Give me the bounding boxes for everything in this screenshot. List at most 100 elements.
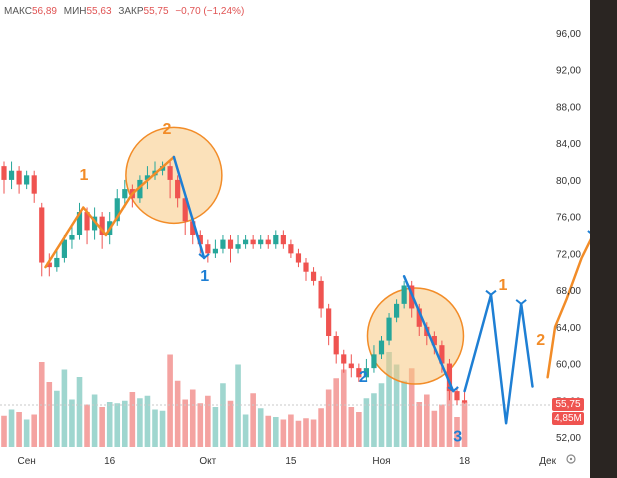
price-axis[interactable]: 96,00 92,00 88,00 84,00 80,00 76,00 72,00 68,00… [556, 29, 581, 444]
volume-bar [303, 418, 309, 447]
candle-body [310, 271, 317, 281]
volume-bar [333, 378, 339, 447]
candle-body [454, 391, 460, 401]
candle-body [243, 239, 249, 245]
candle-body [288, 244, 294, 254]
candle-body [92, 216, 98, 231]
candle-body [295, 253, 302, 263]
volume-bar [386, 352, 392, 447]
volume-bar [114, 403, 121, 447]
candle-body [303, 262, 309, 272]
candle-body [461, 400, 468, 403]
volume-bar [257, 408, 264, 447]
volume-bar [189, 389, 196, 447]
annotations: 1 2 1 2 3 1 2 [44, 121, 599, 446]
candle-body [190, 221, 196, 235]
x-tick-label: Окт [199, 456, 216, 467]
candle-body [175, 179, 181, 199]
volume-bar [340, 369, 347, 447]
candle-body [39, 207, 45, 263]
volume-bar [1, 415, 7, 447]
wave-label: 3 [453, 429, 462, 446]
volume-bar [356, 412, 362, 447]
arrow-head [198, 253, 210, 260]
candle-body [356, 368, 362, 378]
candle-body [16, 170, 22, 185]
volume-bar [46, 382, 53, 447]
candle-body [341, 354, 347, 364]
volume-bar [174, 380, 181, 447]
volume-bar [31, 414, 37, 447]
candle-body [394, 303, 400, 318]
candle-body [69, 235, 75, 240]
volume-bar [91, 394, 98, 447]
volume-bar [318, 408, 324, 447]
candle-body [227, 239, 234, 249]
y-tick-label: 88,00 [556, 102, 581, 113]
volume-tag: 4,85M [552, 412, 584, 425]
wave-label: 2 [536, 332, 545, 349]
candle-body [99, 216, 105, 235]
volume-bar [242, 414, 249, 447]
candle-body [31, 175, 37, 194]
candle-body [386, 317, 392, 341]
candle-body [84, 212, 90, 231]
arrow-head [515, 299, 527, 306]
volume-bar [265, 415, 272, 447]
volume-bar [461, 402, 468, 447]
candle-body [318, 280, 324, 309]
volume-bar [137, 398, 143, 447]
annotation-circle [125, 126, 223, 225]
y-tick-label: 92,00 [556, 66, 581, 77]
volume-bar [152, 409, 158, 447]
candle-body [182, 198, 188, 222]
wave-label: 1 [80, 167, 89, 184]
volume-bar [439, 404, 445, 447]
last-price-tag: 55,75 [552, 398, 584, 411]
volume-bar [23, 419, 30, 447]
side-panel-strip [590, 0, 617, 478]
blue-wave-line [402, 275, 455, 393]
candle-body [431, 336, 437, 346]
volume-bar [227, 400, 234, 447]
volume-bar [235, 364, 241, 447]
volume-bar [129, 392, 136, 447]
volume-bar [295, 420, 302, 447]
y-tick-label: 60,00 [556, 360, 581, 371]
volume-bar [416, 402, 423, 447]
candle-body [61, 239, 67, 258]
x-tick-label: Дек [539, 456, 556, 467]
x-tick-label: 16 [104, 456, 116, 467]
candle-body [273, 235, 279, 245]
arrow-head [447, 386, 459, 393]
candle-body [167, 166, 173, 180]
volume-bar [197, 403, 204, 447]
candle-body [265, 239, 271, 245]
candle-body [1, 166, 7, 180]
y-tick-label: 76,00 [556, 213, 581, 224]
volume-bar [393, 364, 400, 447]
candle-body [333, 336, 339, 355]
x-tick-label: Сен [17, 456, 35, 467]
candle-body [401, 285, 407, 304]
settings-reset-icon[interactable] [565, 453, 577, 465]
candle-body [144, 175, 151, 180]
volume-bar [378, 383, 385, 447]
volume-bar [371, 393, 377, 447]
volume-bar [76, 377, 83, 447]
x-tick-label: 15 [285, 456, 297, 467]
volume-bar [144, 395, 151, 447]
candle-body [24, 175, 30, 185]
y-tick-label: 84,00 [556, 139, 581, 150]
volume-bar [288, 414, 294, 447]
max-label: МАКС [4, 6, 32, 17]
time-axis[interactable]: Сен 16 Окт 15 Ноя 18 Дек [17, 456, 556, 467]
wave-label: 2 [163, 121, 172, 138]
volume-bar [424, 394, 430, 447]
candle-body [439, 345, 445, 364]
blue-wave-line [463, 293, 534, 425]
volume-bar [69, 399, 75, 447]
candle-body [8, 170, 15, 180]
candle-body [54, 257, 60, 268]
